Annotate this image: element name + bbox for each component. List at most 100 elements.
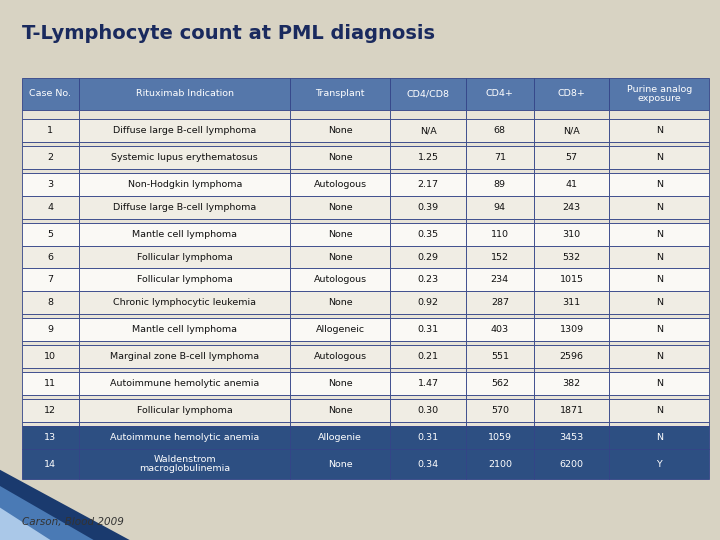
Bar [79, 345, 290, 368]
Bar [390, 341, 466, 345]
Bar [534, 146, 610, 169]
Text: 382: 382 [562, 379, 580, 388]
Text: 2596: 2596 [559, 352, 584, 361]
Text: 0.23: 0.23 [418, 275, 438, 284]
Bar [22, 372, 79, 395]
Text: 1.25: 1.25 [418, 153, 438, 162]
Text: Autologous: Autologous [314, 180, 366, 189]
Bar [290, 318, 390, 341]
Bar [610, 142, 709, 146]
Bar [390, 268, 466, 291]
Text: 94: 94 [494, 203, 506, 212]
Bar [290, 119, 390, 142]
Bar [390, 314, 466, 318]
Bar [534, 268, 610, 291]
Bar [610, 422, 709, 426]
Bar [466, 449, 534, 480]
Text: Rituximab Indication: Rituximab Indication [136, 90, 234, 98]
Text: N: N [656, 352, 663, 361]
Bar [534, 173, 610, 196]
Bar [390, 78, 466, 110]
Bar [79, 395, 290, 399]
Bar [79, 169, 290, 173]
Bar [290, 341, 390, 345]
Bar [79, 223, 290, 246]
Text: 0.31: 0.31 [418, 325, 438, 334]
Text: 403: 403 [491, 325, 509, 334]
Bar [79, 196, 290, 219]
Text: T-Lymphocyte count at PML diagnosis: T-Lymphocyte count at PML diagnosis [22, 24, 435, 43]
Text: 1309: 1309 [559, 325, 584, 334]
Bar [290, 219, 390, 223]
Bar [466, 78, 534, 110]
Bar [79, 78, 290, 110]
Bar [390, 219, 466, 223]
Bar [390, 318, 466, 341]
Bar [22, 169, 79, 173]
Bar [79, 110, 290, 119]
Text: Mantle cell lymphoma: Mantle cell lymphoma [132, 230, 237, 239]
Bar [79, 318, 290, 341]
Text: 6: 6 [48, 253, 53, 261]
Bar [610, 314, 709, 318]
Text: Autoimmune hemolytic anemia: Autoimmune hemolytic anemia [110, 433, 259, 442]
Bar [390, 422, 466, 426]
Text: N: N [656, 126, 663, 135]
Bar [534, 119, 610, 142]
Text: 3453: 3453 [559, 433, 584, 442]
Bar [534, 345, 610, 368]
Bar [22, 368, 79, 372]
Text: Mantle cell lymphoma: Mantle cell lymphoma [132, 325, 237, 334]
Text: Carson, Blood 2009: Carson, Blood 2009 [22, 516, 123, 526]
Text: Waldenstrom
macroglobulinemia: Waldenstrom macroglobulinemia [139, 455, 230, 474]
Text: N: N [656, 298, 663, 307]
Text: 287: 287 [491, 298, 509, 307]
Bar [534, 219, 610, 223]
Text: 11: 11 [45, 379, 56, 388]
Bar [610, 426, 709, 449]
Text: None: None [328, 298, 353, 307]
Text: Allogenie: Allogenie [318, 433, 362, 442]
Text: 311: 311 [562, 298, 580, 307]
Text: 0.92: 0.92 [418, 298, 438, 307]
Polygon shape [0, 508, 50, 540]
Bar [610, 110, 709, 119]
Bar [534, 223, 610, 246]
Bar [79, 372, 290, 395]
Bar [390, 399, 466, 422]
Text: 12: 12 [45, 406, 56, 415]
Text: 68: 68 [494, 126, 506, 135]
Bar [390, 110, 466, 119]
Bar [466, 110, 534, 119]
Bar [534, 110, 610, 119]
Bar [610, 449, 709, 480]
Text: 5: 5 [48, 230, 53, 239]
Bar [610, 268, 709, 291]
Bar [290, 314, 390, 318]
Text: 234: 234 [491, 275, 509, 284]
Bar [610, 318, 709, 341]
Text: Marginal zone B-cell lymphoma: Marginal zone B-cell lymphoma [110, 352, 259, 361]
Bar [79, 399, 290, 422]
Bar [290, 426, 390, 449]
Bar [79, 173, 290, 196]
Text: 0.34: 0.34 [418, 460, 438, 469]
Text: None: None [328, 379, 353, 388]
Bar [534, 422, 610, 426]
Bar [466, 341, 534, 345]
Text: Follicular lymphoma: Follicular lymphoma [137, 406, 233, 415]
Text: 6200: 6200 [559, 460, 584, 469]
Bar [610, 395, 709, 399]
Polygon shape [0, 470, 130, 540]
Bar [610, 78, 709, 110]
Text: 570: 570 [491, 406, 509, 415]
Bar [22, 395, 79, 399]
Bar [22, 399, 79, 422]
Bar [390, 291, 466, 314]
Text: None: None [328, 126, 353, 135]
Bar [466, 372, 534, 395]
Text: 2: 2 [48, 153, 53, 162]
Bar [290, 223, 390, 246]
Bar [466, 268, 534, 291]
Bar [290, 196, 390, 219]
